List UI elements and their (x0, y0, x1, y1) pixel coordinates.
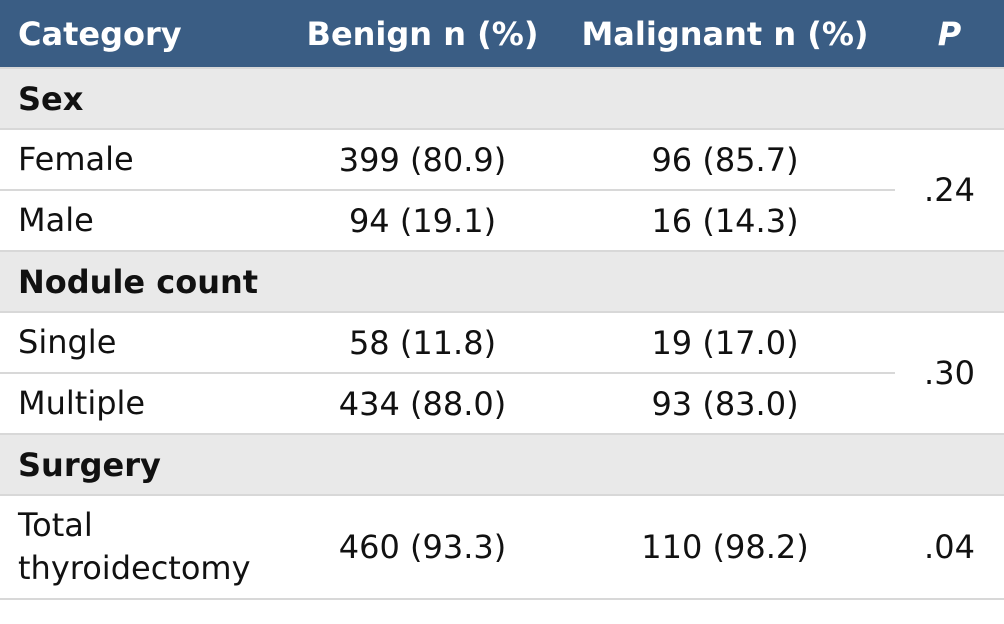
table-row: Single 58 (11.8) 19 (17.0) .30 (0, 312, 1004, 435)
p-value-surgery: .04 (895, 495, 1004, 600)
results-table: Category Benign n (%) Malignant n (%) P … (0, 0, 1004, 600)
section-row-surgery: Surgery (0, 433, 1004, 496)
malignant-value: 110 (98.2) (555, 495, 895, 600)
section-title-sex: Sex (0, 67, 1004, 130)
p-value-sex: .24 (895, 129, 1004, 252)
benign-value: 434 (88.0) (290, 373, 555, 435)
table-row: Multiple 434 (88.0) 93 (83.0) (0, 373, 1004, 435)
section-title-surgery: Surgery (0, 433, 1004, 496)
header-category: Category (18, 14, 182, 53)
benign-value: 94 (19.1) (290, 190, 555, 252)
malignant-value: 96 (85.7) (555, 129, 895, 191)
row-label: Multiple (0, 373, 290, 435)
benign-value: 58 (11.8) (290, 312, 555, 374)
malignant-value: 19 (17.0) (555, 312, 895, 374)
table-row: Total thyroidectomy 460 (93.3) 110 (98.2… (0, 495, 1004, 600)
p-value-nodule-count: .30 (895, 312, 1004, 435)
malignant-value: 16 (14.3) (555, 190, 895, 252)
row-label: Male (0, 190, 290, 252)
table-row: Male 94 (19.1) 16 (14.3) (0, 190, 1004, 252)
row-label: Total thyroidectomy (0, 495, 290, 600)
benign-value: 399 (80.9) (290, 129, 555, 191)
header-malignant: Malignant n (%) (581, 14, 869, 53)
row-label-line-2: thyroidectomy (18, 549, 251, 587)
row-label: Single (0, 312, 290, 374)
section-title-nodule-count: Nodule count (0, 250, 1004, 313)
row-label-line-1: Total (18, 505, 93, 544)
benign-value: 460 (93.3) (290, 495, 555, 600)
row-label: Female (0, 129, 290, 191)
table-row: Female 399 (80.9) 96 (85.7) .24 (0, 129, 1004, 252)
malignant-value: 93 (83.0) (555, 373, 895, 435)
section-row-nodule-count: Nodule count (0, 250, 1004, 313)
header-row: Category Benign n (%) Malignant n (%) P (0, 0, 1004, 68)
header-benign: Benign n (%) (306, 14, 539, 53)
section-row-sex: Sex (0, 67, 1004, 130)
header-p-value: P (937, 14, 962, 53)
